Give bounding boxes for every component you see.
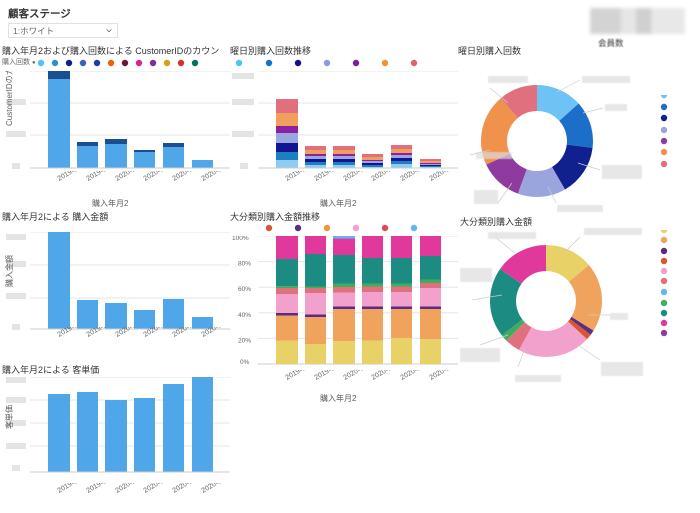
svg-text:20%: 20% bbox=[238, 337, 251, 344]
svg-text:0%: 0% bbox=[240, 359, 250, 366]
svg-text:CustomerIDのカウント: CustomerIDのカウント bbox=[5, 71, 14, 126]
svg-text:60%: 60% bbox=[238, 286, 251, 293]
svg-text:2020年04月: 2020年04月 bbox=[200, 483, 233, 495]
svg-text:2020年04月: 2020年04月 bbox=[428, 370, 461, 382]
svg-text:2020年04月: 2020年04月 bbox=[428, 171, 461, 183]
svg-text:40%: 40% bbox=[238, 312, 251, 319]
svg-text:100%: 100% bbox=[232, 236, 249, 242]
svg-text:2020年04月: 2020年04月 bbox=[200, 171, 233, 183]
svg-text:購入金額: 購入金額 bbox=[4, 255, 14, 287]
svg-text:客単価: 客単価 bbox=[4, 405, 14, 429]
svg-text:80%: 80% bbox=[238, 261, 251, 268]
svg-text:2020年04月: 2020年04月 bbox=[200, 327, 233, 339]
